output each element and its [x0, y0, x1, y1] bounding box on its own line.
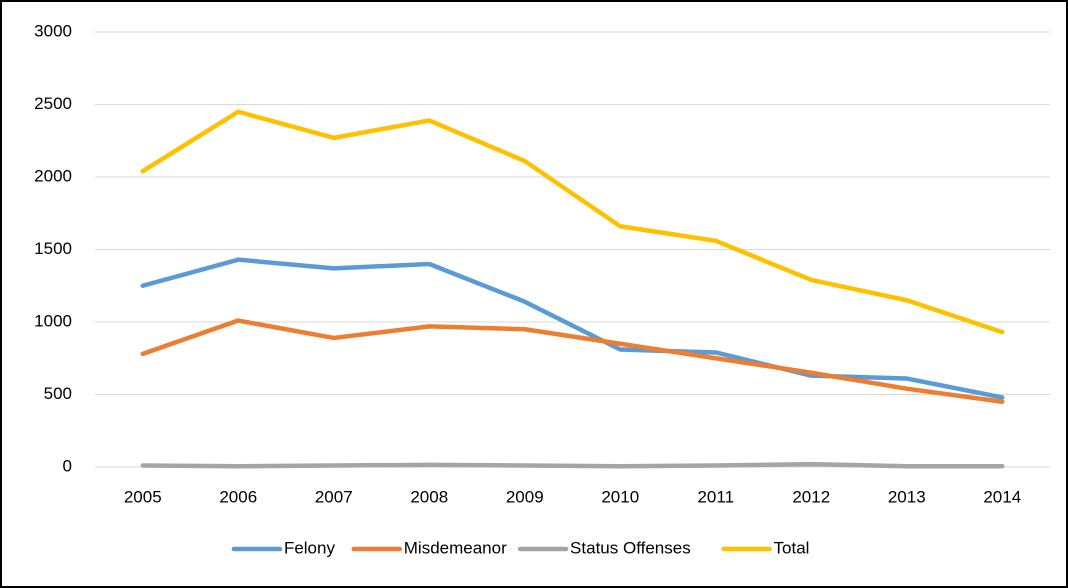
x-tick-label: 2006	[219, 487, 257, 506]
legend-label: Felony	[284, 538, 336, 557]
x-tick-label: 2010	[601, 487, 639, 506]
y-tick-label: 2500	[34, 94, 72, 113]
y-tick-label: 3000	[34, 21, 72, 40]
y-tick-label: 1500	[34, 239, 72, 258]
x-tick-label: 2011	[697, 487, 734, 506]
x-tick-label: 2005	[124, 487, 162, 506]
x-tick-label: 2008	[410, 487, 448, 506]
x-tick-label: 2009	[506, 487, 544, 506]
y-tick-label: 1000	[34, 311, 72, 330]
x-tick-label: 2014	[983, 487, 1021, 506]
y-tick-label: 0	[63, 456, 72, 475]
y-tick-label: 2000	[34, 166, 72, 185]
legend-label: Misdemeanor	[404, 538, 507, 557]
legend-label: Total	[774, 538, 810, 557]
series-line	[140, 318, 1005, 404]
series-line	[140, 461, 1005, 469]
legend-label: Status Offenses	[570, 538, 691, 557]
series-line	[140, 109, 1005, 335]
series-line	[140, 257, 1005, 400]
y-tick-label: 500	[44, 384, 72, 403]
x-tick-label: 2013	[888, 487, 926, 506]
x-tick-label: 2012	[792, 487, 830, 506]
x-tick-label: 2007	[315, 487, 353, 506]
